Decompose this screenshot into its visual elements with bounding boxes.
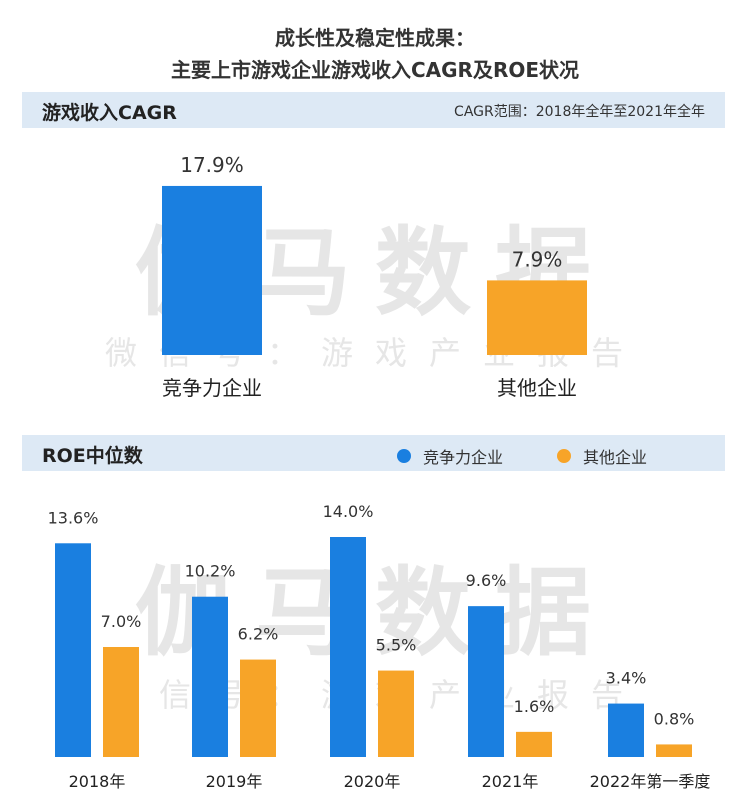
cagr-bar-chart: 17.9% 竞争力企业 7.9% 其他企业 <box>162 153 587 400</box>
roe-bar-value-label: 3.4% <box>606 669 647 688</box>
roe-bar-value-label: 5.5% <box>376 636 417 655</box>
cagr-bar-value-label: 17.9% <box>180 153 244 177</box>
roe-bar-value-label: 7.0% <box>101 612 142 631</box>
roe-bar-value-label: 1.6% <box>514 697 555 716</box>
roe-bar-value-label: 10.2% <box>185 562 236 581</box>
roe-bar-value-label: 0.8% <box>654 709 695 728</box>
legend-swatch-orange <box>557 449 571 463</box>
roe-bar <box>103 647 139 757</box>
cagr-bar <box>487 280 587 355</box>
roe-category-label: 2020年 <box>344 772 401 791</box>
cagr-category-label: 其他企业 <box>497 376 577 400</box>
roe-bar <box>468 606 504 757</box>
legend-swatch-blue <box>397 449 411 463</box>
roe-bar <box>656 744 692 757</box>
cagr-range-note: CAGR范围：2018年全年至2021年全年 <box>454 104 705 120</box>
roe-bar <box>330 537 366 757</box>
roe-category-label: 2019年 <box>206 772 263 791</box>
chart-title-line1: 成长性及稳定性成果： <box>275 26 475 50</box>
cagr-section-header: 游戏收入CAGR CAGR范围：2018年全年至2021年全年 <box>22 92 725 128</box>
roe-bar <box>608 703 644 757</box>
roe-category-label: 2021年 <box>482 772 539 791</box>
roe-bar <box>240 659 276 757</box>
cagr-category-label: 竞争力企业 <box>162 376 262 400</box>
cagr-bar-value-label: 7.9% <box>512 247 563 271</box>
roe-bar-value-label: 6.2% <box>238 625 279 644</box>
roe-bar <box>55 543 91 757</box>
cagr-section-title: 游戏收入CAGR <box>42 102 177 124</box>
roe-bar-value-label: 14.0% <box>323 502 374 521</box>
legend-label-other: 其他企业 <box>583 448 648 467</box>
cagr-bar <box>162 185 262 355</box>
roe-section-title: ROE中位数 <box>42 445 143 467</box>
roe-bar <box>192 596 228 757</box>
roe-bar-value-label: 13.6% <box>48 508 99 527</box>
legend-label-competitive: 竞争力企业 <box>423 448 504 467</box>
legend-item-competitive: 竞争力企业 <box>397 444 503 468</box>
roe-category-label: 2018年 <box>69 772 126 791</box>
roe-category-label: 2022年第一季度 <box>590 772 711 791</box>
roe-bar <box>378 670 414 757</box>
roe-bar <box>516 731 552 757</box>
legend-item-other: 其他企业 <box>557 444 647 468</box>
chart-title-line2: 主要上市游戏企业游戏收入CAGR及ROE状况 <box>170 58 580 82</box>
roe-section-header: ROE中位数 竞争力企业 其他企业 <box>22 435 725 471</box>
roe-bar-value-label: 9.6% <box>466 571 507 590</box>
roe-bar-chart: 13.6% 7.0% 2018年 10.2% 6.2% 2019年 14.0% 5.5% 202… <box>48 502 711 791</box>
